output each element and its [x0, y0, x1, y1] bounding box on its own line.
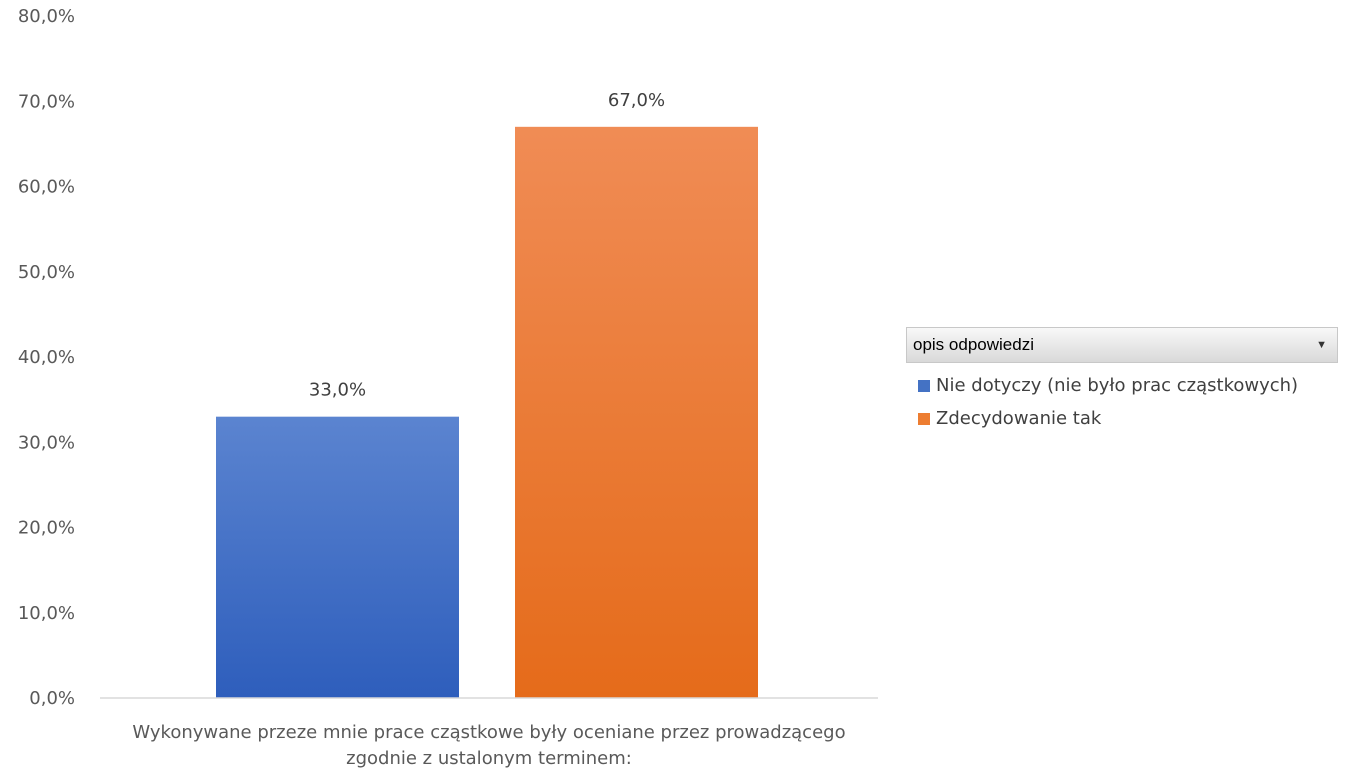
bars — [216, 126, 758, 698]
bar-series-2 — [515, 126, 758, 698]
legend-swatch-orange — [918, 412, 930, 425]
legend-field-dropdown[interactable]: opis odpowiedzi ▼ — [906, 327, 1338, 363]
y-tick-label: 10,0% — [18, 603, 75, 624]
legend-label-series-1: Nie dotyczy (nie było prac cząstkowych) — [936, 375, 1299, 396]
legend-item-series-2: Zdecydowanie tak — [906, 408, 1338, 429]
y-tick-label: 40,0% — [18, 347, 75, 368]
x-category-label-line-2: zgodnie z ustalonym terminem: — [346, 748, 632, 769]
y-tick-label: 60,0% — [18, 177, 75, 198]
y-tick-label: 30,0% — [18, 432, 75, 453]
dropdown-arrow-icon: ▼ — [1316, 339, 1327, 351]
legend: opis odpowiedzi ▼ Nie dotyczy (nie było … — [906, 327, 1338, 429]
data-labels: 33,0% 67,0% — [309, 90, 665, 401]
legend-item-series-1: Nie dotyczy (nie było prac cząstkowych) — [906, 375, 1338, 396]
x-category-label-line-1: Wykonywane przeze mnie prace cząstkowe b… — [132, 722, 845, 743]
y-tick-label: 50,0% — [18, 262, 75, 283]
legend-swatch-blue — [918, 379, 930, 392]
y-tick-label: 0,0% — [29, 688, 75, 709]
y-axis-tick-labels: 0,0% 10,0% 20,0% 30,0% 40,0% 50,0% 60,0% 70,0% 8… — [18, 6, 75, 709]
legend-label-series-2: Zdecydowanie tak — [936, 408, 1102, 429]
y-tick-label: 20,0% — [18, 518, 75, 539]
legend-title: opis odpowiedzi — [913, 335, 1034, 354]
data-label-series-2: 67,0% — [608, 90, 665, 111]
data-label-series-1: 33,0% — [309, 380, 366, 401]
y-tick-label: 80,0% — [18, 6, 75, 27]
bar-series-1 — [216, 416, 459, 698]
y-tick-label: 70,0% — [18, 91, 75, 112]
